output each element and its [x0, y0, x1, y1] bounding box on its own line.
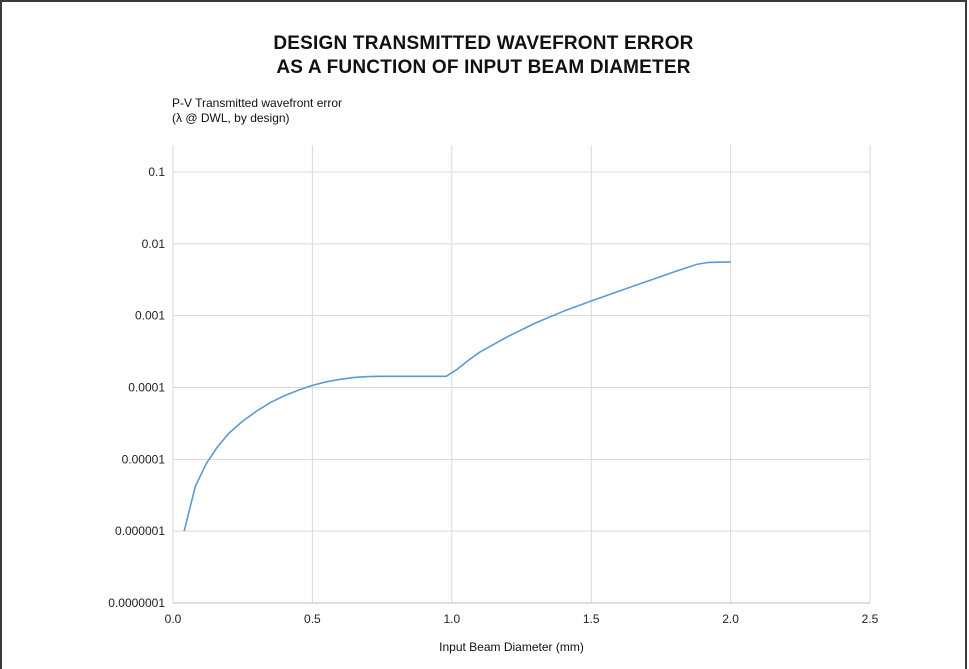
y-tick-label: 0.00001: [122, 452, 166, 466]
y-axis-label-line-1: P-V Transmitted wavefront error: [172, 96, 343, 110]
axes: [172, 145, 870, 604]
chart-title: DESIGN TRANSMITTED WAVEFRONT ERROR AS A …: [0, 32, 967, 80]
chart-title-line-2: AS A FUNCTION OF INPUT BEAM DIAMETER: [276, 57, 691, 78]
y-tick-label: 0.000001: [115, 524, 165, 538]
y-tick-label: 0.01: [142, 237, 166, 251]
x-tick-label: 2.0: [722, 612, 739, 626]
x-tick-label: 2.5: [862, 612, 879, 626]
gridlines: [173, 145, 871, 603]
y-axis-label: P-V Transmitted wavefront error (λ @ DWL…: [172, 96, 342, 126]
tick-labels: 0.0 0.5 1.0 1.5 2.0 2.5 0.0000001 0.000001 0.000…: [108, 165, 878, 626]
y-tick-label: 0.1: [148, 165, 165, 179]
y-tick-label: 0.0000001: [108, 596, 165, 610]
x-tick-label: 1.0: [443, 612, 460, 626]
x-tick-label: 1.5: [583, 612, 600, 626]
series-layer: [183, 261, 731, 532]
y-axis-label-line-2: (λ @ DWL, by design): [172, 111, 290, 125]
y-tick-label: 0.001: [135, 309, 165, 323]
x-tick-label: 0.5: [304, 612, 321, 626]
x-axis-label: Input Beam Diameter (mm): [439, 640, 584, 654]
x-tick-label: 0.0: [165, 612, 182, 626]
series-line: [183, 261, 731, 532]
y-tick-label: 0.0001: [128, 381, 165, 395]
chart-title-line-1: DESIGN TRANSMITTED WAVEFRONT ERROR: [273, 33, 694, 54]
